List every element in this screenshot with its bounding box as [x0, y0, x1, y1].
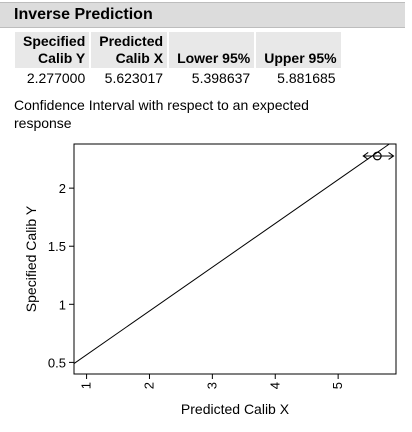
y-tick-label: 1.5 — [48, 239, 66, 254]
report-title-bar[interactable]: Inverse Prediction — [0, 2, 405, 28]
ci-lower-arrow — [362, 152, 369, 160]
confidence-interval-note: Confidence Interval with respect to an e… — [14, 97, 309, 131]
ci-upper-arrow — [388, 152, 395, 160]
x-tick-label: 2 — [141, 382, 156, 389]
inverse-prediction-table: Specified Calib Y Predicted Calib X Lowe… — [15, 32, 341, 87]
y-axis: 0.5 1 1.5 2 — [48, 181, 74, 370]
prediction-point — [372, 151, 382, 161]
plot-frame[interactable] — [73, 143, 397, 375]
table-row: 2.277000 5.623017 5.398637 5.881685 — [15, 68, 341, 87]
col-header-predicted-calib-x[interactable]: Predicted Calib X — [90, 32, 170, 68]
cell-lower-95: 5.398637 — [191, 70, 251, 86]
x-tick-label: 3 — [204, 382, 219, 389]
col-header-upper-95[interactable]: Upper 95% — [255, 32, 341, 68]
confidence-interval-marker — [362, 151, 395, 161]
x-tick-label: 5 — [330, 382, 345, 389]
col-header-lower-95[interactable]: Lower 95% — [168, 32, 257, 68]
y-tick-label: 1 — [59, 297, 66, 312]
x-axis: 1 2 3 4 5 — [79, 374, 345, 389]
cell-predicted-calib-x: 5.623017 — [104, 70, 164, 86]
x-tick-label: 4 — [267, 382, 282, 389]
y-tick-label: 2 — [59, 181, 66, 196]
fit-line — [73, 143, 390, 364]
x-axis-label: Predicted Calib X — [181, 401, 290, 417]
col-header-specified-calib-y[interactable]: Specified Calib Y — [15, 32, 92, 68]
y-axis-label: Specified Calib Y — [23, 205, 39, 312]
report-title: Inverse Prediction — [14, 6, 153, 23]
y-tick-label: 0.5 — [48, 355, 66, 370]
cell-specified-calib-y: 2.277000 — [26, 70, 86, 86]
x-tick-label: 1 — [79, 382, 94, 389]
cell-upper-95: 5.881685 — [277, 70, 336, 86]
